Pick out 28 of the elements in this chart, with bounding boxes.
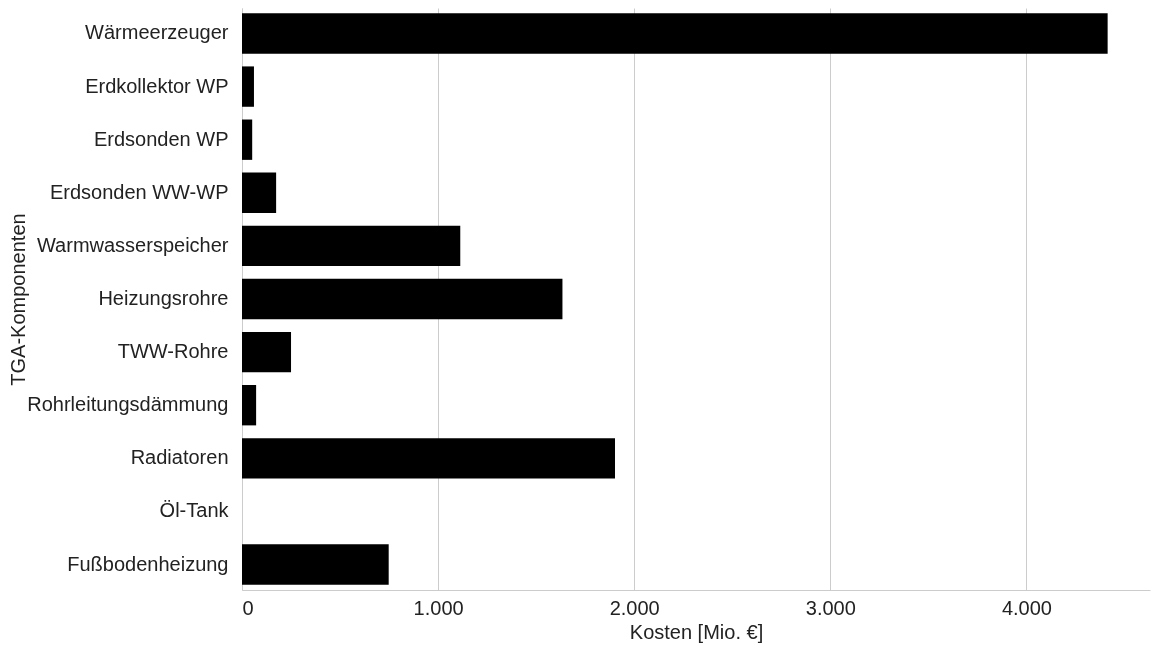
y-tick-label: Heizungsrohre [98,287,229,309]
bar [242,385,257,426]
y-tick-label: Erdsonden WW-WP [49,180,229,203]
bar [242,119,253,160]
y-tick-label: Wärmeerzeuger [85,21,229,44]
y-tick-label: Radiatoren [130,446,229,469]
bar [242,544,389,585]
bar [242,278,563,320]
bar [242,13,1108,54]
x-axis-title: Kosten [Mio. €] [629,620,764,643]
y-tick-label: Erdsonden WP [93,127,229,150]
x-tick-label: 1.000 [413,596,464,619]
y-tick-label: TWW-Rohre [117,340,229,363]
x-tick-label: 2.000 [609,596,660,619]
y-tick-label: Fußbodenheizung [67,552,229,575]
y-tick-label: Erdkollektor WP [85,74,229,97]
y-tick-label: Warmwasserspeicher [36,233,229,256]
bar [242,66,254,107]
bar [242,438,616,479]
bar [242,225,461,267]
x-tick-label: 3.000 [805,596,856,619]
bar [242,331,292,373]
x-tick-label: 0 [242,596,254,619]
x-tick-label: 4.000 [1001,596,1052,619]
bar [242,172,277,213]
y-tick-label: Rohrleitungsdämmung [27,393,229,416]
y-tick-label: Öl-Tank [159,499,230,522]
y-axis-title: TGA-Komponenten [6,213,29,386]
